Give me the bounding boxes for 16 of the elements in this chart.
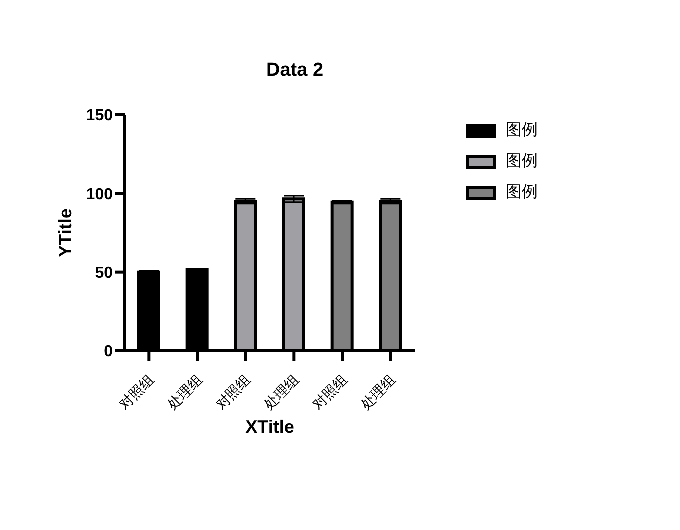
y-tick-label: 100: [86, 186, 114, 204]
x-tick-label: 对照组: [116, 372, 158, 414]
y-tick-label: 150: [86, 108, 114, 125]
x-tick-label: 处理组: [358, 372, 400, 414]
x-tick-label: 处理组: [262, 372, 303, 414]
chart-title: Data 2: [265, 60, 325, 82]
y-axis-title: YTitle: [55, 208, 76, 258]
y-tick-label: 0: [104, 344, 114, 361]
x-tick-label: 处理组: [164, 372, 206, 414]
legend-label: 图例: [506, 151, 538, 172]
x-axis-title: XTitle: [246, 417, 294, 437]
y-tick-label: 50: [95, 265, 114, 282]
x-tick-label: 对照组: [310, 372, 351, 414]
legend-label: 图例: [506, 182, 538, 203]
x-tick-label: 对照组: [213, 372, 254, 414]
legend-label: 图例: [506, 120, 538, 141]
